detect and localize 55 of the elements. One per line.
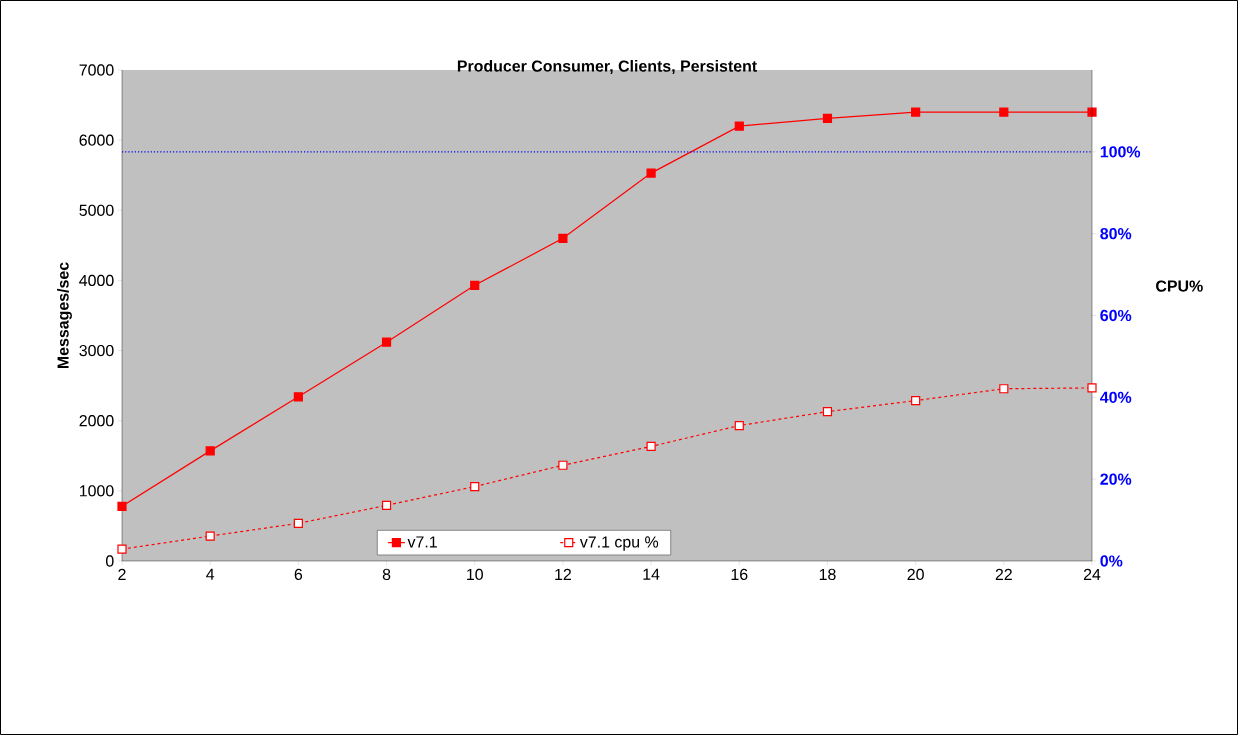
y-tick-label: 6000 (79, 134, 114, 146)
x-tick-label: 10 (467, 568, 483, 581)
x-tick-label: 12 (555, 568, 571, 580)
x-tick-label: 20 (907, 568, 924, 581)
point (205, 446, 215, 456)
point (734, 121, 744, 131)
x-tick-label: 22 (995, 568, 1012, 580)
point (117, 501, 127, 511)
point (822, 113, 833, 123)
y2-tick-label: 80% (1100, 228, 1132, 240)
point (734, 420, 744, 431)
y-axis-title: Messages/sec (57, 262, 72, 369)
point (558, 460, 568, 470)
y-tick-label: 4000 (79, 274, 114, 287)
point (381, 500, 392, 510)
point (999, 384, 1009, 394)
y-tick-label: 3000 (79, 344, 114, 357)
x-tick-label: 2 (118, 568, 126, 580)
y2-axis-title: CPU% (1156, 280, 1203, 292)
point (646, 168, 656, 178)
point (470, 280, 480, 290)
y-tick-label: 0 (105, 555, 114, 567)
point (999, 107, 1009, 117)
y2-tick-label: 100% (1100, 146, 1141, 158)
point (470, 481, 480, 492)
point (1087, 107, 1097, 117)
point (293, 518, 303, 528)
y2-tick-label: 40% (1100, 391, 1132, 403)
x-tick-label: 6 (294, 568, 303, 581)
point (117, 544, 127, 554)
y-tick-label: 1000 (79, 485, 114, 497)
point (293, 392, 303, 402)
point (1087, 383, 1097, 393)
point (911, 396, 921, 406)
legend-label: v7.1 cpu % (579, 536, 659, 551)
point (911, 107, 921, 117)
x-tick-label: 18 (819, 568, 836, 581)
point (646, 441, 656, 452)
point (822, 407, 833, 417)
x-tick-label: 24 (1083, 568, 1101, 580)
x-tick-label: 4 (206, 568, 215, 580)
point (558, 233, 568, 243)
x-tick-label: 16 (731, 568, 748, 581)
legend-label: v7.1 (407, 536, 437, 548)
point (205, 531, 215, 541)
y2-tick-label: 20% (1100, 473, 1132, 485)
point (381, 337, 392, 347)
chart-title: Producer Consumer, Clients, Persistent (457, 60, 757, 75)
x-tick-label: 8 (382, 568, 391, 581)
y-tick-label: 2000 (79, 415, 114, 427)
y-tick-label: 7000 (79, 64, 114, 76)
y2-tick-label: 0% (1100, 555, 1123, 567)
x-tick-label: 14 (643, 568, 660, 580)
y-tick-label: 5000 (79, 204, 114, 216)
y2-tick-label: 60% (1100, 309, 1132, 322)
